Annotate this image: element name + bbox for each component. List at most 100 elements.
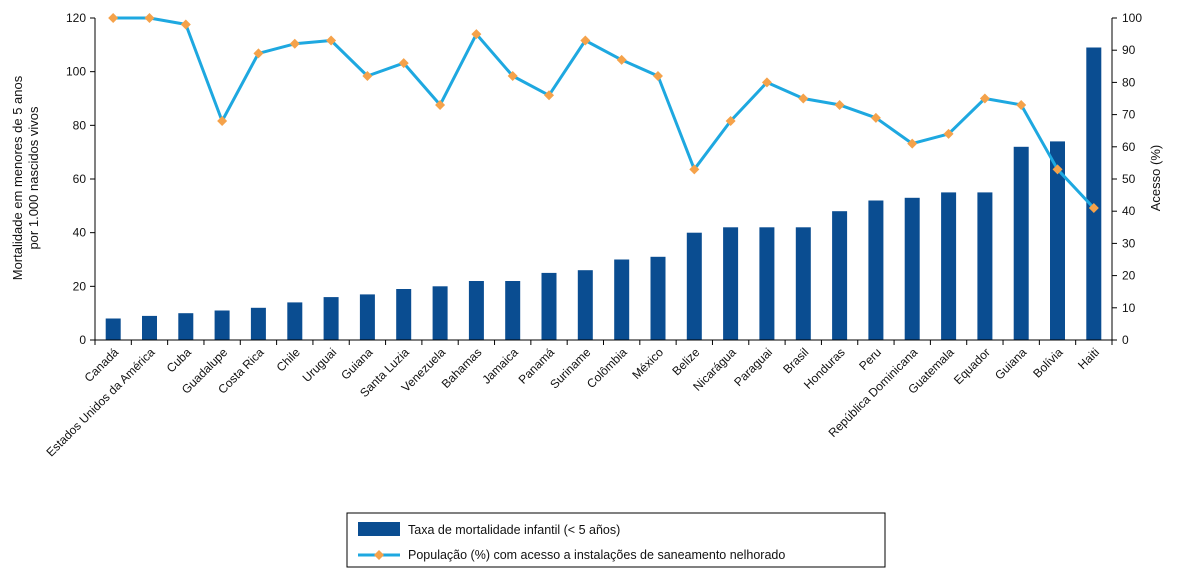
right-tick-label: 40 <box>1122 204 1136 218</box>
line-point <box>761 77 772 88</box>
line-point <box>326 35 337 46</box>
line-point <box>217 116 228 127</box>
bar <box>759 227 775 340</box>
left-axis: 0 20 40 60 80 100 120 <box>66 11 96 347</box>
left-axis-title-line-1: Mortalidade em menores de 5 anos <box>10 75 25 280</box>
line-point <box>544 90 555 101</box>
legend-box <box>346 512 886 568</box>
right-tick-label: 100 <box>1122 11 1142 25</box>
bar <box>614 259 630 340</box>
bar <box>650 256 666 340</box>
right-tick-label: 10 <box>1122 301 1136 315</box>
bar <box>505 281 521 340</box>
bar <box>723 227 739 340</box>
legend-bar-label: Taxa de mortalidade infantil (< 5 años) <box>408 523 620 537</box>
bar <box>323 297 339 340</box>
category-label: Paraguai <box>731 345 775 389</box>
line-point <box>834 99 845 110</box>
right-tick-label: 80 <box>1122 75 1136 89</box>
left-tick-label: 0 <box>79 333 86 347</box>
legend: Taxa de mortalidade infantil (< 5 años) … <box>346 512 886 568</box>
right-tick-label: 90 <box>1122 43 1136 57</box>
category-label: Chile <box>274 345 303 374</box>
line-point <box>798 93 809 104</box>
bar <box>541 272 557 340</box>
right-axis: 0 10 20 30 40 50 60 70 80 90 100 <box>1111 11 1142 347</box>
left-axis-title-line-2: por 1.000 nascidos vivos <box>26 106 41 250</box>
bar <box>287 302 303 340</box>
line-point <box>180 19 191 30</box>
category-label: Cuba <box>164 345 194 375</box>
right-tick-label: 30 <box>1122 236 1136 250</box>
legend-bar-swatch <box>358 522 400 536</box>
category-label: Bolívia <box>1030 345 1066 381</box>
category-label: Peru <box>856 345 884 373</box>
bar <box>105 318 121 340</box>
right-tick-label: 60 <box>1122 140 1136 154</box>
legend-line-label: População (%) com acesso a instalações d… <box>408 548 785 562</box>
left-tick-label: 120 <box>66 11 86 25</box>
bar <box>941 192 957 340</box>
line-point <box>398 58 409 69</box>
line-point <box>1088 202 1099 213</box>
bar <box>686 232 702 340</box>
line-point <box>435 99 446 110</box>
bar-series <box>94 47 1113 345</box>
right-tick-label: 20 <box>1122 269 1136 283</box>
line-point <box>580 35 591 46</box>
category-label: México <box>629 345 666 382</box>
line-point <box>253 48 264 59</box>
line-point <box>689 164 700 175</box>
line-point <box>108 13 119 23</box>
line-point <box>144 13 155 23</box>
right-tick-label: 50 <box>1122 172 1136 186</box>
left-axis-title: Mortalidade em menores de 5 anos por 1.0… <box>10 75 41 280</box>
line-point <box>652 70 663 81</box>
left-tick-label: 100 <box>66 65 86 79</box>
line-series <box>108 13 1099 213</box>
bar <box>1086 47 1102 340</box>
bar <box>142 315 157 340</box>
line-point <box>870 112 881 123</box>
left-tick-label: 60 <box>73 172 87 186</box>
bar <box>577 270 593 340</box>
line-point <box>1052 164 1063 175</box>
bar <box>214 310 230 340</box>
legend-line-marker <box>374 550 384 560</box>
category-label: Brasil <box>780 345 811 376</box>
line-point <box>943 128 954 139</box>
category-label: Belize <box>669 345 702 378</box>
left-tick-label: 20 <box>73 279 87 293</box>
bar <box>795 227 811 340</box>
line-point <box>471 29 482 40</box>
line-point <box>362 70 373 81</box>
right-axis-title: Acesso (%) <box>1148 145 1163 211</box>
line-point <box>725 116 736 127</box>
category-label: Guiana <box>992 345 1029 382</box>
bar <box>904 197 920 340</box>
category-label: Equador <box>951 345 993 387</box>
bar <box>868 200 884 340</box>
line-point <box>289 38 300 49</box>
line-point <box>507 70 518 81</box>
line-point <box>616 54 627 65</box>
bar <box>250 307 266 340</box>
bar <box>1050 141 1065 340</box>
access-line <box>113 16 1095 210</box>
bar <box>396 289 412 340</box>
bar <box>1013 146 1029 340</box>
line-point <box>979 93 990 104</box>
category-label: Bahamas <box>439 345 485 391</box>
right-tick-label: 0 <box>1122 333 1129 347</box>
category-label: Haiti <box>1075 345 1102 372</box>
line-point <box>907 138 918 149</box>
bar <box>468 281 484 340</box>
bar <box>832 211 848 340</box>
category-label: Uruguai <box>300 345 340 385</box>
bar <box>977 192 993 340</box>
left-tick-label: 80 <box>73 118 87 132</box>
right-tick-label: 70 <box>1122 108 1136 122</box>
category-label: Colômbia <box>584 345 630 391</box>
